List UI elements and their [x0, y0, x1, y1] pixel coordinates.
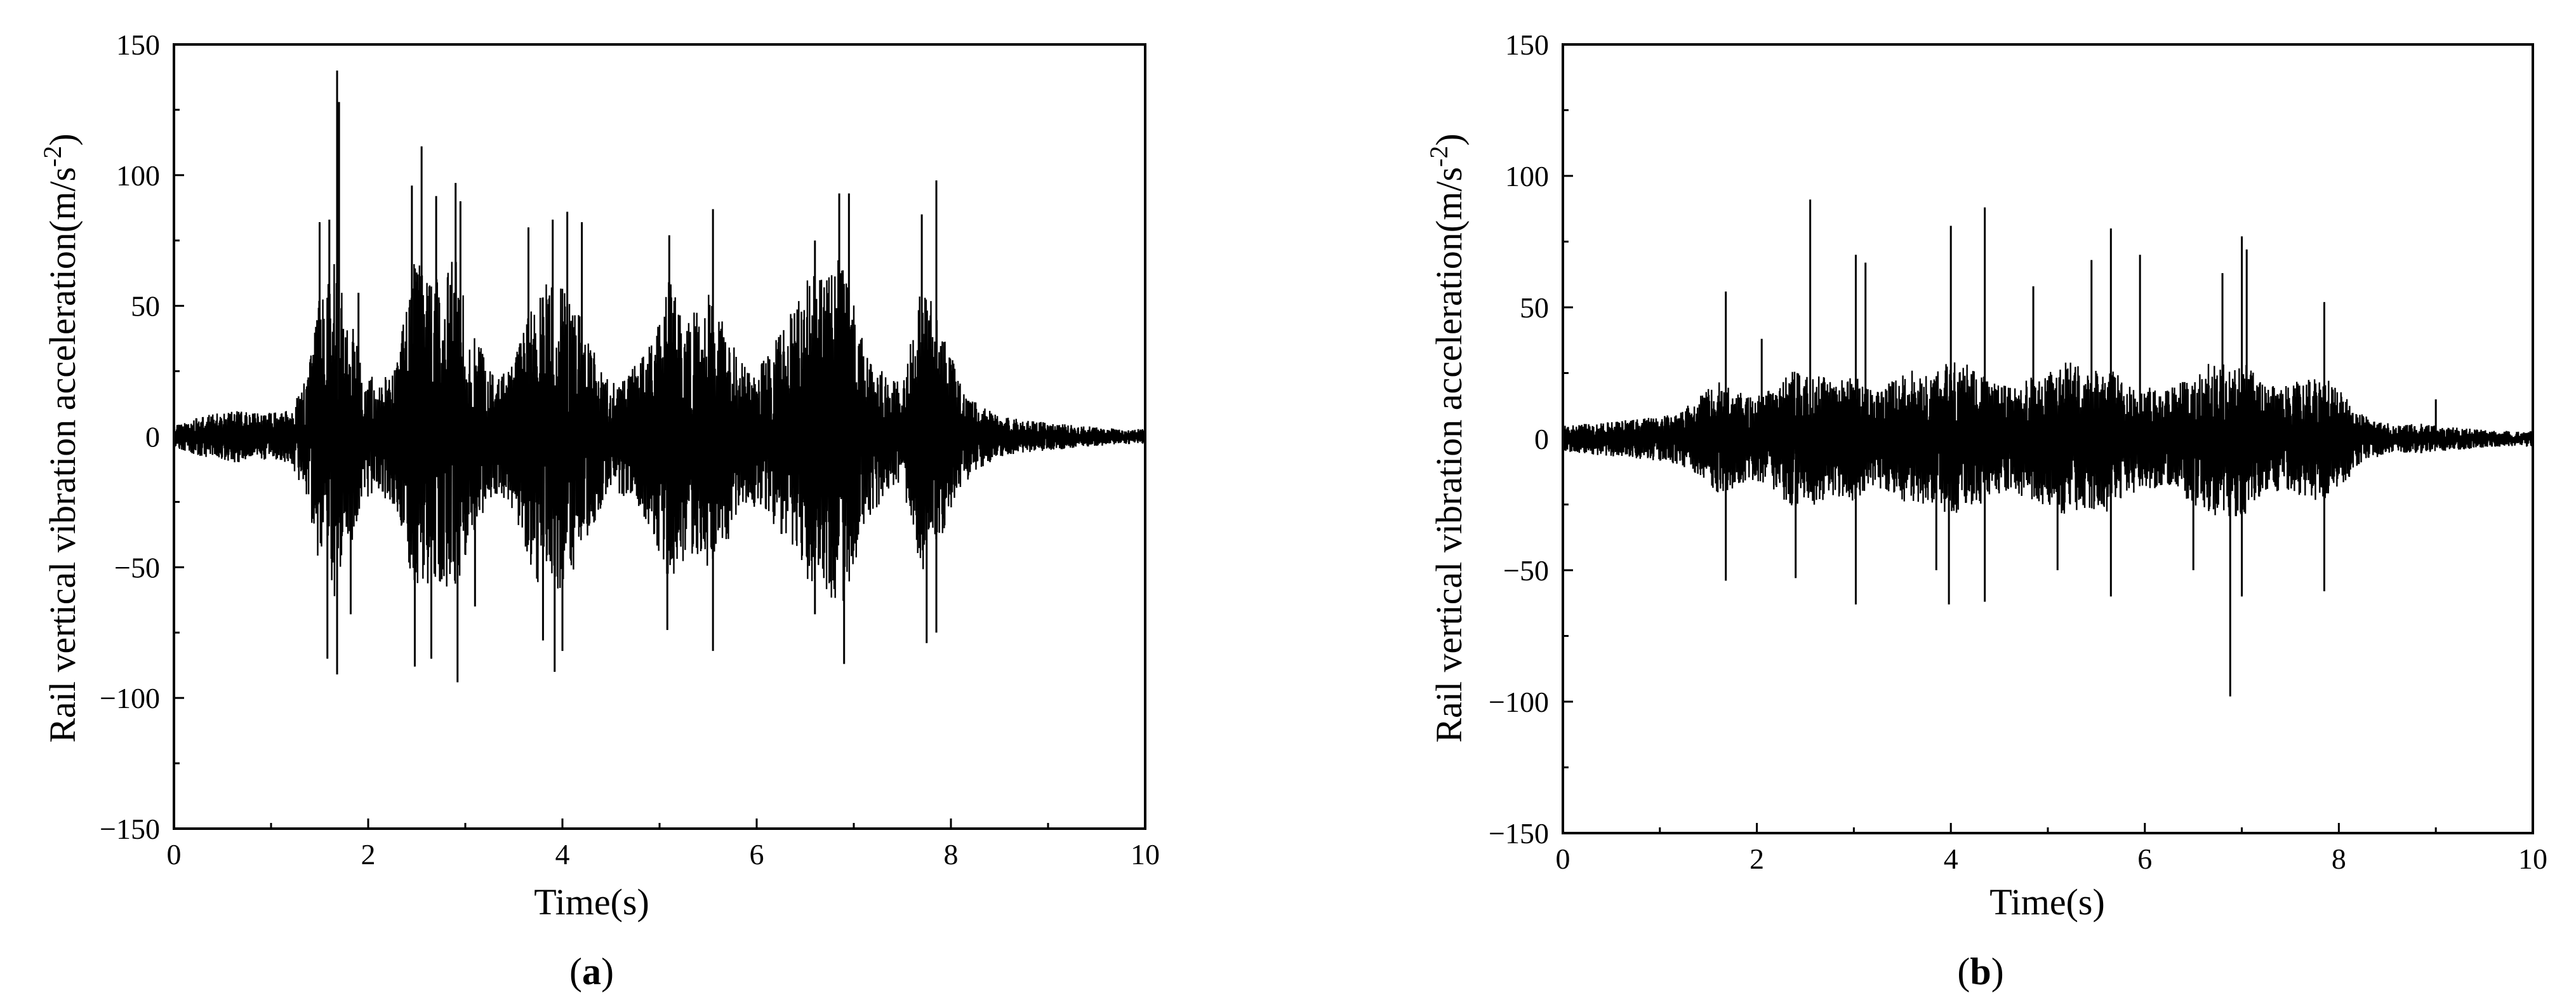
x-tick-label: 10 — [2518, 843, 2547, 875]
series-line — [173, 253, 1146, 601]
y-tick-label: −50 — [1503, 554, 1549, 587]
x-axis-title-a: Time(s) — [534, 881, 649, 923]
x-tick-label: 4 — [1944, 843, 1958, 875]
panel-a: 0 2 4 6 8 10 −150 −100 −50 0 50 100 150 Time(s) Rail… — [38, 29, 1160, 992]
y-tick-label: −50 — [114, 551, 160, 584]
x-tick-label: 4 — [555, 838, 570, 871]
x-axis-title-b: Time(s) — [1989, 881, 2105, 923]
y-tick-label: 0 — [145, 421, 160, 453]
x-tick-label: 8 — [2332, 843, 2346, 875]
series-line — [1562, 362, 2534, 516]
y-tick-label: 100 — [116, 159, 160, 192]
y-tick-label: 150 — [116, 29, 160, 61]
y-tick-label: −100 — [100, 682, 160, 714]
y-tick-label: 50 — [1520, 291, 1549, 324]
y-tick-label: 100 — [1505, 160, 1549, 192]
axis-ticks-a: 0 2 4 6 8 10 −150 −100 −50 0 50 100 150 — [100, 29, 1160, 871]
y-tick-label: −100 — [1489, 686, 1549, 718]
x-tick-label: 10 — [1131, 838, 1160, 871]
y-axis-title-b: Rail vertical vibration acceleration(m/s… — [1424, 133, 1470, 742]
x-tick-label: 0 — [167, 838, 182, 871]
panel-caption-a: (a) — [569, 951, 614, 992]
x-tick-label: 2 — [1749, 843, 1764, 875]
x-tick-label: 6 — [2137, 843, 2152, 875]
y-tick-label: 150 — [1505, 29, 1549, 61]
plot-area-b — [1562, 43, 2534, 834]
x-tick-label: 2 — [361, 838, 376, 871]
y-axis-title-a: Rail vertical vibration acceleration(m/s… — [38, 133, 84, 742]
y-tick-label: −150 — [1489, 817, 1549, 850]
axis-ticks-b: 0 2 4 6 8 10 −150 −100 −50 0 50 100 150 — [1489, 29, 2547, 875]
panel-b: 0 2 4 6 8 10 −150 −100 −50 0 50 100 150 Time(s) Rail… — [1424, 29, 2548, 992]
y-tick-label: 0 — [1534, 423, 1549, 455]
plot-area-a — [173, 43, 1146, 830]
y-tick-label: 50 — [131, 290, 160, 323]
x-tick-label: 0 — [1556, 843, 1570, 875]
x-tick-label: 8 — [944, 838, 959, 871]
x-tick-label: 6 — [750, 838, 764, 871]
panel-caption-b: (b) — [1957, 951, 2003, 992]
y-tick-label: −150 — [100, 813, 160, 845]
